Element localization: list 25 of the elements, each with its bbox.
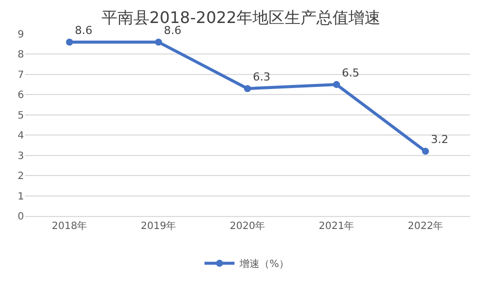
x-tick-label: 2020年: [230, 220, 266, 232]
y-tick-label: 1: [18, 191, 24, 202]
data-label: 3.2: [430, 133, 448, 146]
data-label: 6.5: [342, 66, 360, 80]
y-tick-label: 2: [18, 171, 24, 182]
legend-label: 增速（%）: [238, 258, 290, 270]
point: [155, 38, 162, 46]
point: [422, 148, 429, 155]
x-tick-label: 2019年: [140, 220, 176, 232]
y-tick-label: 6: [18, 90, 24, 102]
y-tick-label: 5: [18, 110, 24, 122]
x-tick-label: 2021年: [318, 220, 354, 232]
y-tick-label: 4: [18, 130, 24, 142]
data-label: 6.3: [252, 70, 270, 84]
point: [66, 38, 73, 46]
y-tick-label: 3: [18, 150, 24, 162]
y-tick-label: 8: [18, 50, 24, 61]
point: [244, 85, 251, 92]
data-label: 8.6: [74, 24, 92, 37]
y-tick-label: 7: [18, 70, 24, 81]
x-tick-label: 2022年: [408, 220, 444, 232]
point: [333, 81, 340, 88]
x-tick-label: 2018年: [52, 220, 88, 232]
y-tick-label: 9: [18, 30, 24, 40]
y-tick-label: 0: [18, 212, 24, 222]
